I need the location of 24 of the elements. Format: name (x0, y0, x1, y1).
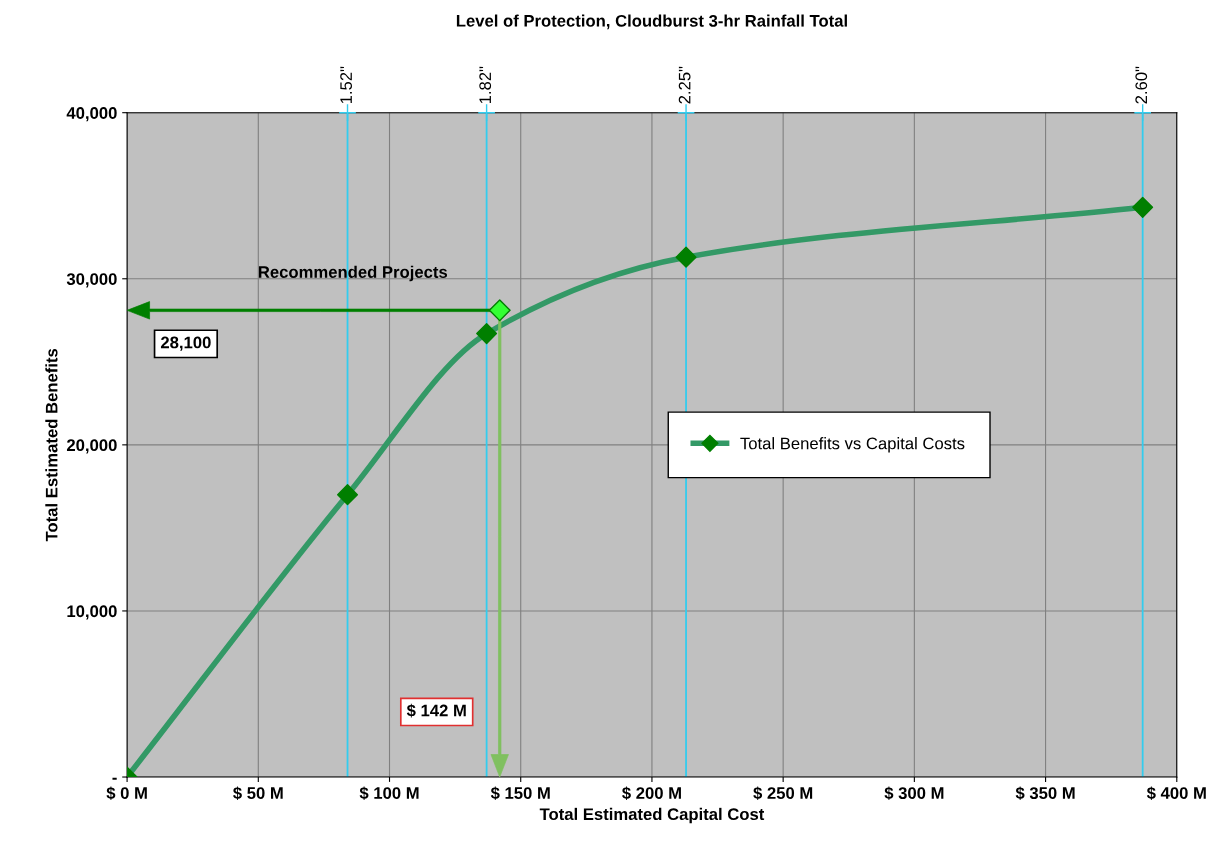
x-tick-label: $ 0 M (106, 786, 147, 801)
chart-title: Level of Protection, Cloudburst 3-hr Rainfall Total (456, 14, 847, 30)
x-tick-label: $ 300 M (884, 786, 944, 801)
x-tick-label: $ 250 M (753, 786, 813, 801)
x-tick-label: $ 400 M (1146, 786, 1206, 801)
x-tick-label: $ 50 M (233, 786, 283, 801)
annotation: 28,100 (160, 336, 211, 351)
y-tick-label: - (112, 777, 117, 780)
y-tick-label: 30,000 (66, 273, 117, 288)
x-tick-label: $ 350 M (1015, 786, 1075, 801)
y-tick-label: 10,000 (67, 605, 117, 620)
annotation: 1.82" (479, 66, 492, 104)
y-axis-title: Total Estimated Benefits (45, 348, 58, 542)
x-tick-label: $ 150 M (490, 786, 550, 801)
annotation: 2.25" (678, 66, 691, 104)
annotation: $ 142 M (406, 703, 466, 718)
annotation: 1.52" (340, 66, 352, 104)
x-tick-label: $ 100 M (359, 786, 419, 801)
x-axis-title: Total Estimated Capital Cost (539, 807, 765, 824)
annotation: 2.60" (1135, 66, 1148, 104)
x-tick-label: $ 200 M (622, 786, 681, 801)
y-tick-label: 40,000 (66, 107, 117, 122)
y-tick-label: 20,000 (66, 439, 117, 454)
legend-label: Total Benefits vs Capital Costs (740, 437, 965, 453)
